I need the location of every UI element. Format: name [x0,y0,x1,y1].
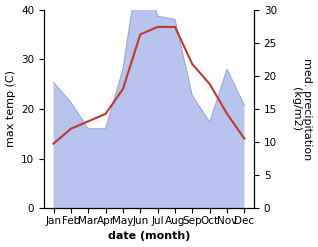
Y-axis label: max temp (C): max temp (C) [5,70,16,147]
X-axis label: date (month): date (month) [108,231,190,242]
Y-axis label: med. precipitation
(kg/m2): med. precipitation (kg/m2) [291,58,313,160]
